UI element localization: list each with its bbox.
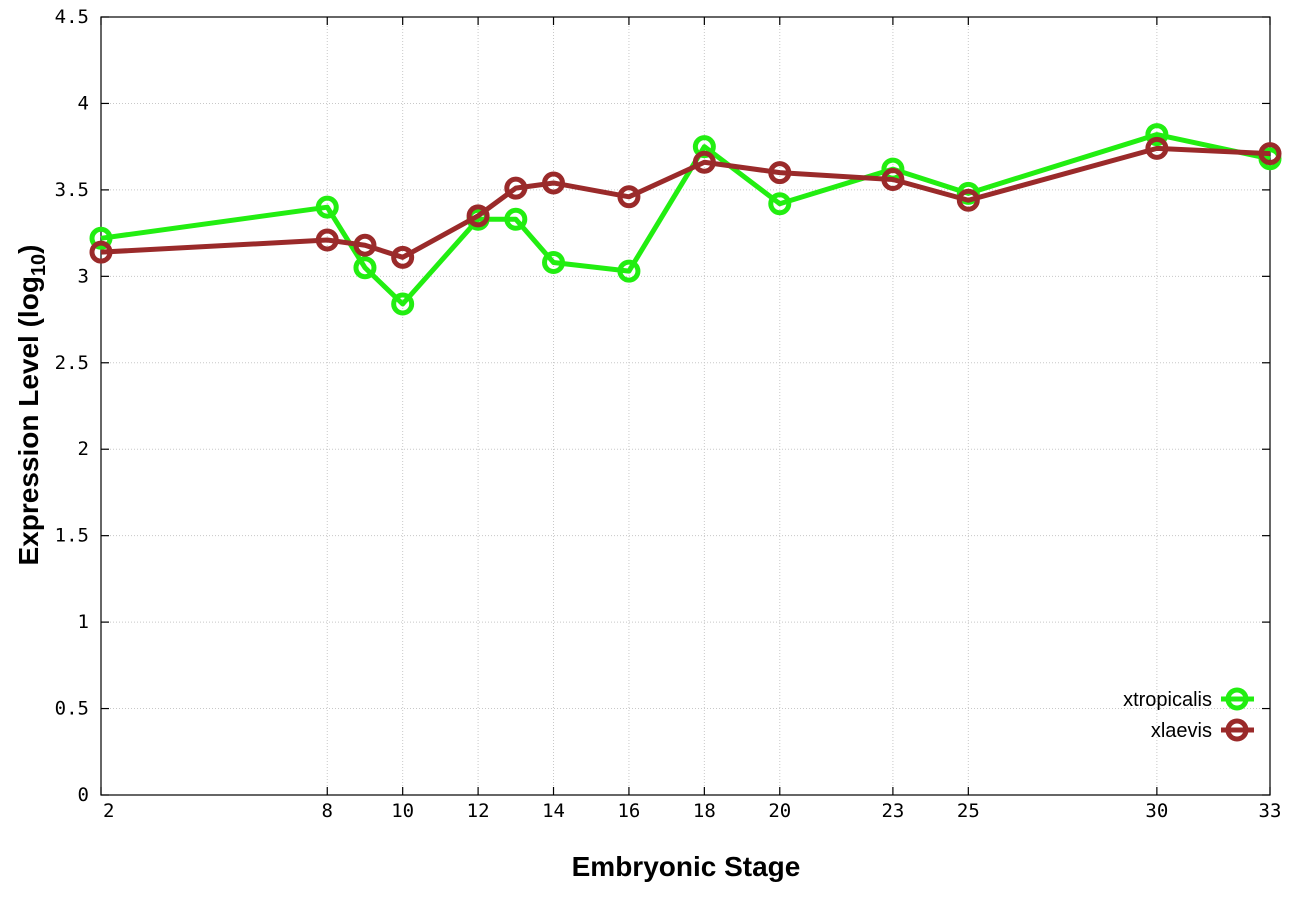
series-line-xtropicalis [100,132,1271,307]
x-tick-label: 18 [693,800,716,822]
data-point-xlaevis [89,240,113,264]
x-axis-title: Embryonic Stage [572,851,801,882]
x-tick-label: 10 [391,800,414,822]
data-point-xlaevis [353,233,377,257]
x-tick-label: 23 [881,800,904,822]
y-axis-title-close: ) [13,245,44,254]
x-tick-label: 2 [103,800,114,822]
data-point-xlaevis [542,171,566,195]
y-tick-label: 2.5 [55,352,89,374]
data-point-xlaevis [768,161,792,185]
x-tick-label: 20 [768,800,791,822]
data-point-xlaevis [881,168,905,192]
grid-lines [101,17,1270,795]
series-xtropicalis [89,123,1282,316]
data-point-xtropicalis [353,256,377,280]
x-tick-label: 8 [322,800,333,822]
data-point-xtropicalis [315,195,339,219]
data-point-xlaevis [692,150,716,174]
y-tick-label: 4 [78,92,89,114]
y-tick-label: 1.5 [55,525,89,547]
data-point-xlaevis [617,185,641,209]
legend-label: xtropicalis [1123,689,1212,711]
y-axis-title-main: Expression Level (log [13,276,44,565]
x-tick-label: 12 [467,800,490,822]
y-tick-label: 2 [78,438,89,460]
y-tick-labels: 0 0.5 1 1.5 2 2.5 3 3.5 4 4.5 [55,6,89,806]
data-point-xlaevis [466,204,490,228]
x-tick-labels: 2 8 10 12 14 16 18 20 23 25 30 33 [103,800,1281,822]
x-tick-label: 25 [957,800,980,822]
data-point-xlaevis [1258,142,1282,166]
x-tick-label: 16 [617,800,640,822]
legend-item-xtropicalis: xtropicalis [1123,687,1254,711]
data-point-xtropicalis [89,226,113,250]
data-point-xtropicalis [617,259,641,283]
legend-label: xlaevis [1151,720,1212,742]
series-line-xlaevis [100,145,1271,260]
legend-marker-swatch [1225,687,1249,711]
x-tick-label: 14 [542,800,565,822]
data-point-xtropicalis [768,192,792,216]
y-tick-label: 0.5 [55,698,89,720]
axis-ticks [100,16,1271,796]
data-point-xtropicalis [504,207,528,231]
plot-frame [100,16,1271,796]
data-point-xlaevis [956,188,980,212]
y-axis-title: Expression Level (log10) [13,245,50,566]
y-tick-label: 0 [78,784,89,806]
data-point-xlaevis [315,228,339,252]
y-tick-label: 4.5 [55,6,89,28]
legend: xtropicalis xlaevis [1123,687,1254,742]
series-xlaevis [89,136,1282,269]
data-point-xlaevis [1145,136,1169,160]
x-tick-label: 30 [1145,800,1168,822]
y-tick-label: 1 [78,611,89,633]
data-point-xlaevis [504,176,528,200]
series-layer [89,123,1282,316]
data-point-xtropicalis [391,292,415,316]
data-point-xlaevis [391,245,415,269]
y-axis-title-subscript: 10 [28,254,50,276]
data-point-xtropicalis [542,251,566,275]
data-point-xtropicalis [1145,123,1169,147]
legend-marker-swatch [1225,718,1249,742]
legend-item-xlaevis: xlaevis [1151,718,1254,742]
x-tick-label: 33 [1259,800,1282,822]
y-tick-label: 3.5 [55,179,89,201]
y-tick-label: 3 [78,265,89,287]
